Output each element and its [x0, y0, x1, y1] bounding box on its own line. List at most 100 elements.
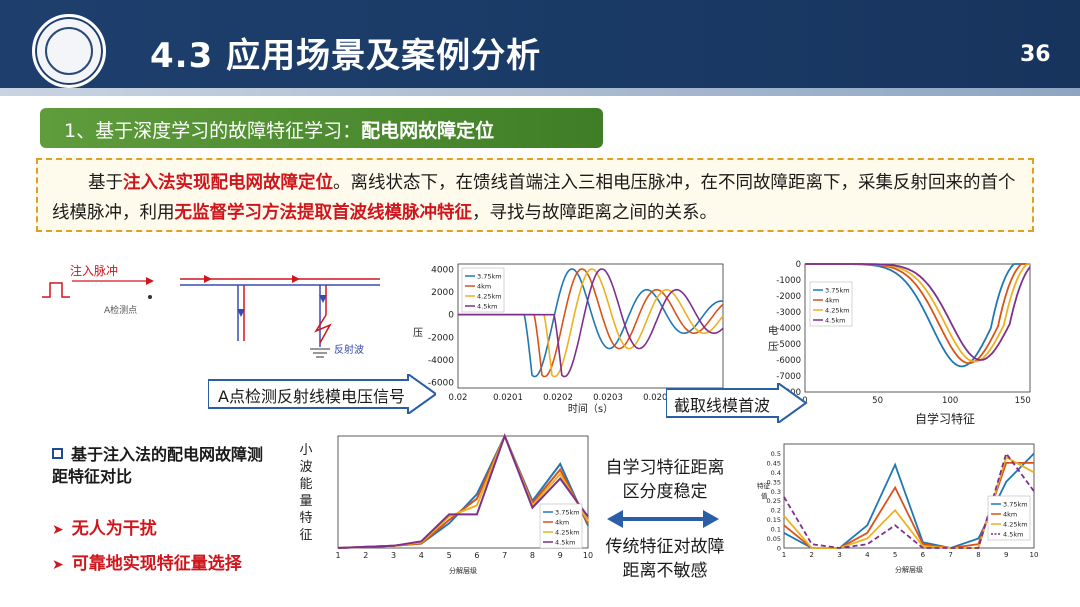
traditional-legend-entry: 4km — [1003, 511, 1017, 519]
traditional-xtick: 4 — [865, 551, 870, 559]
inject-label: 注入脉冲 — [70, 263, 118, 278]
voltage-legend-entry: 3.75km — [477, 273, 502, 281]
self-feature-ytick: -6000 — [776, 356, 801, 366]
wavelet-ylabel: 能 — [299, 477, 312, 492]
header-bar: 4.3 应用场景及案例分析 36 — [0, 0, 1080, 96]
self-feature-xtick: 150 — [1015, 396, 1031, 406]
double-arrow — [607, 508, 719, 530]
voltage-legend-entry: 4.5km — [477, 303, 497, 311]
wavelet-ylabel: 征 — [299, 528, 312, 543]
wavelet-ylabel: 小 — [299, 443, 312, 458]
wavelet-legend-entry: 4km — [555, 519, 569, 527]
self-feature-ytick: 0 — [796, 260, 801, 270]
traditional-legend-entry: 3.75km — [1003, 501, 1028, 509]
self-feature-xtick: 50 — [872, 396, 883, 406]
wavelet-xtick: 6 — [474, 551, 479, 560]
wavelet-xtick: 7 — [502, 551, 507, 560]
traditional-xtick: 7 — [948, 551, 952, 559]
voltage-legend-entry: 4km — [477, 283, 491, 291]
self-feature-legend-entry: 4km — [825, 297, 839, 305]
voltage-xtick: 0.0202 — [543, 393, 573, 403]
traditional-ytick: 0.2 — [771, 507, 781, 515]
description-box: 基于注入法实现配电网故障定位。离线状态下，在馈线首端注入三相电压脉冲，在不同故障… — [36, 158, 1034, 232]
voltage-xtick: 0.0201 — [493, 393, 523, 403]
traditional-xtick: 1 — [782, 551, 786, 559]
self-feature-ytick: -4000 — [776, 324, 801, 334]
traditional-xtick: 8 — [976, 551, 980, 559]
section-prefix: 1、基于深度学习的故障特征学习： — [64, 120, 362, 142]
wavelet-chart: 1 2 3 4 5 6 7 8 9 10 分解层级 小波能量特征 3.75km 4km 4.25km 4.5k… — [292, 432, 597, 592]
traditional-ytick: 0.1 — [771, 526, 781, 534]
voltage-xtick: 0.02 — [449, 393, 468, 403]
traditional-xtick: 9 — [1004, 551, 1008, 559]
voltage-series-line — [458, 268, 724, 378]
arrow-signal-label: A点检测反射线模电压信号 — [218, 387, 405, 406]
self-feature-xtick: 100 — [942, 396, 958, 406]
desc-text-2: 。离线状态下，在馈线首端注入三相电压脉冲，在不同故障距离下，采集反射回来的首个线… — [52, 173, 1016, 223]
voltage-legend-entry: 4.25km — [477, 293, 502, 301]
self-feature-ytick: -5000 — [776, 340, 801, 350]
voltage-xtick: 0.0204 — [643, 393, 673, 403]
self-feature-ytick: -2000 — [776, 292, 801, 302]
traditional-feature-note: 传统特征对故障距离不敏感 — [605, 537, 725, 581]
wavelet-xtick: 10 — [583, 551, 593, 560]
wavelet-xtick: 4 — [419, 551, 424, 560]
voltage-ytick: 4000 — [431, 266, 454, 276]
self-feature-xtick: 0 — [802, 396, 807, 406]
traditional-xtick: 5 — [893, 551, 897, 559]
traditional-ytick: 0.45 — [767, 459, 781, 467]
wavelet-xtick: 3 — [391, 551, 396, 560]
wavelet-xtick: 8 — [530, 551, 535, 560]
traditional-ytick: 0.15 — [767, 516, 781, 524]
pulse-shape — [42, 282, 70, 298]
traditional-ylabel: 值 — [761, 491, 768, 500]
self-feature-note: 自学习特征距离区分度稳定 — [605, 458, 725, 502]
wavelet-ylabel: 波 — [299, 460, 312, 475]
wavelet-legend-entry: 4.25km — [555, 529, 580, 537]
point-label: A检测点 — [104, 304, 137, 316]
wavelet-xtick: 2 — [363, 551, 368, 560]
self-feature-ytick: -7000 — [776, 372, 801, 382]
desc-highlight-2: 无监督学习方法提取首波线模脉冲特征 — [174, 203, 473, 223]
voltage-xtick: 0.0203 — [593, 393, 623, 403]
arrow-signal — [207, 372, 438, 416]
wavelet-ylabel: 量 — [299, 494, 312, 509]
traditional-ytick: 0 — [777, 545, 781, 553]
traditional-series-line — [783, 451, 1035, 549]
voltage-ytick: 2000 — [431, 288, 454, 298]
traditional-xtick: 2 — [810, 551, 814, 559]
section-emphasis: 配电网故障定位 — [361, 120, 495, 142]
self-feature-legend-entry: 4.25km — [825, 307, 850, 315]
self-feature-chart: 0-1000-2000-3000-4000-5000-6000-7000-800… — [755, 258, 1045, 428]
voltage-ylabel: 压 — [413, 327, 423, 339]
self-feature-title: 自学习特征 — [915, 411, 975, 426]
wavelet-xlabel: 分解层级 — [449, 566, 477, 575]
wavelet-series-line — [337, 433, 589, 549]
header-divider — [0, 88, 1080, 96]
traditional-ytick: 0.5 — [771, 450, 781, 458]
wavelet-legend-entry: 4.5km — [555, 539, 575, 547]
reflect-label: 反射波 — [334, 343, 364, 356]
traditional-ytick: 0.35 — [767, 478, 781, 486]
self-feature-ytick: -3000 — [776, 308, 801, 318]
desc-text-3: ，寻找与故障距离之间的关系。 — [472, 203, 717, 223]
traditional-xlabel: 分解层级 — [895, 565, 923, 574]
injection-diagram: 注入脉冲 A检测点 反射波 — [40, 255, 410, 370]
traditional-ylabel: 特征 — [757, 481, 771, 490]
traditional-legend-entry: 4.5km — [1003, 531, 1023, 539]
wavelet-xtick: 1 — [335, 551, 340, 560]
voltage-chart: 4000 2000 0 -2000 -4000 -6000 0.02 0.0201 0.0202… — [410, 258, 735, 418]
self-feature-series-line — [805, 263, 1031, 361]
voltage-ytick: -2000 — [428, 333, 454, 343]
traditional-xtick: 3 — [837, 551, 841, 559]
voltage-ytick: -6000 — [428, 378, 454, 388]
page-title: 4.3 应用场景及案例分析 — [150, 36, 542, 76]
voltage-ytick: 0 — [448, 311, 454, 321]
traditional-ytick: 0.4 — [771, 469, 781, 477]
desc-text-1: 基于 — [88, 173, 123, 193]
wavelet-legend-entry: 3.75km — [555, 509, 580, 517]
traditional-ytick: 0.3 — [771, 488, 781, 496]
arrow-cut — [665, 381, 808, 425]
traditional-ytick: 0.25 — [767, 497, 781, 505]
self-feature-ylabel: 电 — [768, 324, 778, 337]
